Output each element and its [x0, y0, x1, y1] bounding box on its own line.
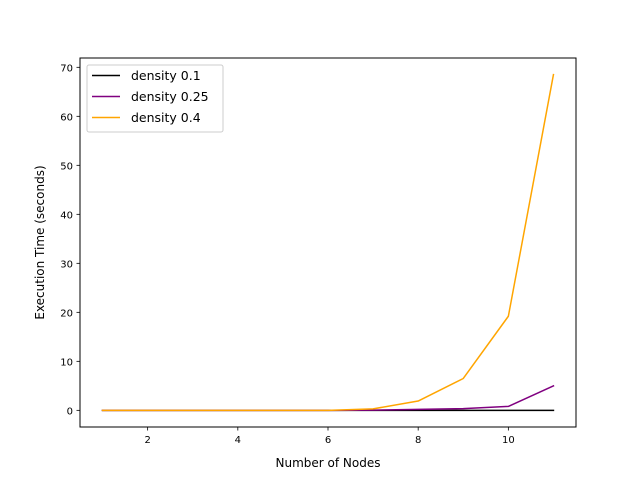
x-tick-label: 10	[502, 435, 515, 446]
y-tick-label: 30	[60, 259, 73, 270]
legend-label: density 0.4	[131, 110, 201, 125]
x-tick-label: 4	[235, 435, 241, 446]
x-tick-label: 8	[415, 435, 421, 446]
y-axis-label: Execution Time (seconds)	[33, 165, 47, 319]
y-tick-label: 10	[60, 357, 73, 368]
y-axis-ticks: 0 10 20 30 40 50 60 70	[60, 63, 80, 417]
x-tick-label: 2	[144, 435, 150, 446]
legend-box	[86, 64, 224, 133]
x-tick-label: 6	[325, 435, 331, 446]
legend: density 0.1 density 0.25 density 0.4	[86, 64, 224, 133]
y-tick-label: 50	[60, 161, 73, 172]
x-axis-label: Number of Nodes	[276, 456, 381, 470]
legend-label: density 0.1	[131, 68, 201, 83]
x-axis-ticks: 2 4 6 8 10	[144, 427, 515, 446]
series-lines	[101, 73, 555, 412]
y-tick-label: 0	[67, 406, 73, 417]
y-tick-label: 70	[60, 63, 73, 74]
y-tick-label: 20	[60, 308, 73, 319]
y-tick-label: 60	[60, 112, 73, 123]
legend-label: density 0.25	[131, 89, 209, 104]
y-tick-label: 40	[60, 210, 73, 221]
series-line-2	[101, 73, 555, 412]
